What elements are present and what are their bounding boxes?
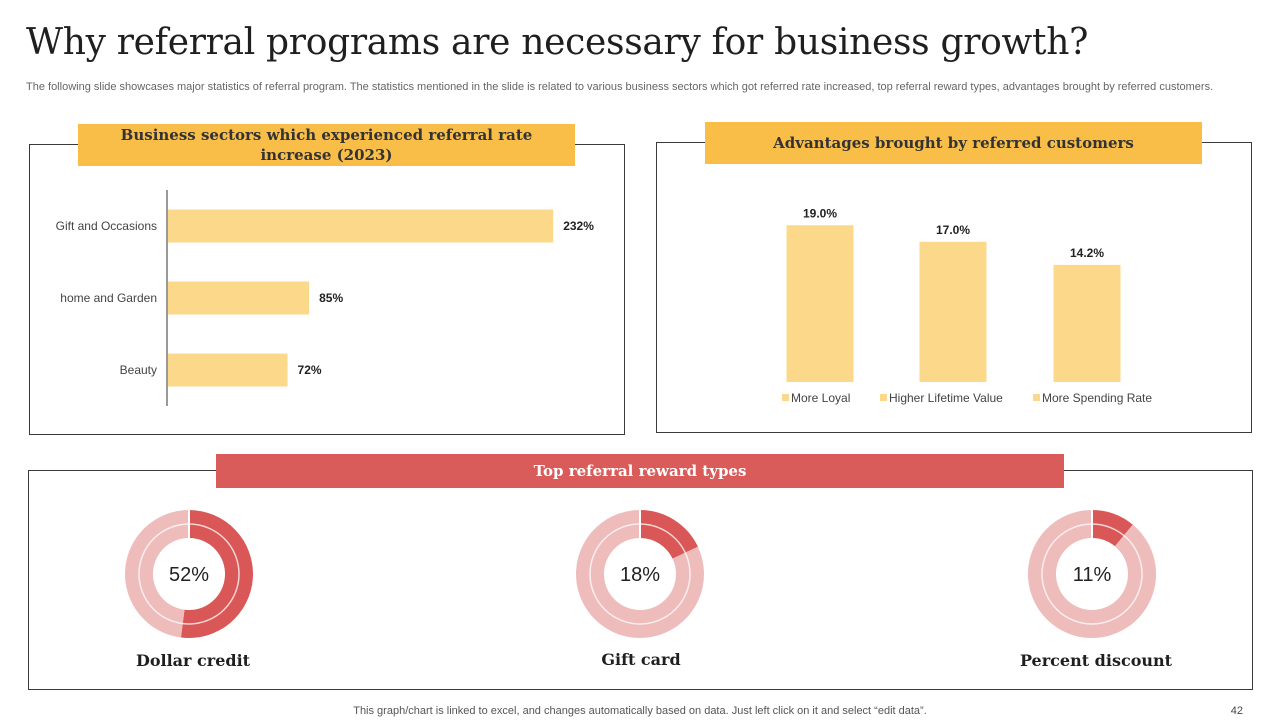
legend-swatch-higher-lifetime-value (880, 394, 887, 401)
data-label-more-spending-rate: 14.2% (1070, 246, 1104, 260)
donut-value-percent-discount: 11% (1073, 564, 1112, 586)
donut-slice-dollar-credit-value (180, 510, 253, 638)
donut-slice-percent-discount-remainder (1028, 510, 1157, 638)
page-number: 42 (1230, 705, 1243, 717)
legend-swatch-more-spending-rate (1033, 394, 1040, 401)
donut-label-percent-discount: Percent discount (1019, 651, 1173, 670)
donut-slice-gift-card-value (640, 510, 698, 559)
data-label-more-loyal: 19.0% (803, 206, 837, 220)
rewards-panel-header: Top referral reward types (216, 454, 1064, 488)
legend-swatch-more-loyal (782, 394, 789, 401)
legend-label-more-spending-rate: More Spending Rate (1042, 391, 1152, 405)
slide-title: Why referral programs are necessary for … (26, 22, 1089, 63)
donut-label-gift-card: Gift card (601, 650, 681, 669)
footer-note: This graph/chart is linked to excel, and… (353, 705, 927, 717)
bar-gift-and-occasions (168, 209, 554, 243)
slide-subtitle: The following slide showcases major stat… (26, 81, 1214, 93)
data-label-home-and-garden: 85% (319, 291, 343, 305)
y-tick-label-beauty: Beauty (120, 363, 157, 377)
data-label-beauty: 72% (298, 363, 322, 377)
sectors-panel (29, 144, 625, 435)
data-label-higher-lifetime-value: 17.0% (936, 223, 970, 237)
advantages-bar-chart[interactable]: 19.0% 17.0% 14.2% More Loyal Higher Lifetime… (656, 180, 1252, 430)
bar-more-spending-rate (1053, 264, 1121, 382)
legend-label-higher-lifetime-value: Higher Lifetime Value (889, 391, 1003, 405)
bar-home-and-garden (168, 281, 310, 315)
bar-more-loyal (786, 225, 854, 382)
bar-beauty (168, 353, 288, 387)
donut-label-dollar-credit: Dollar credit (135, 651, 251, 670)
donut-value-dollar-credit: 52% (169, 564, 209, 586)
donut-value-gift-card: 18% (620, 564, 660, 586)
donut-slice-dollar-credit-remainder (124, 510, 189, 638)
y-tick-label-home-and-garden: home and Garden (60, 291, 157, 305)
legend-label-more-loyal: More Loyal (791, 391, 850, 405)
data-label-gift-and-occasions: 232% (563, 219, 594, 233)
rewards-donut-charts[interactable]: 52% 18% 11% (28, 505, 1253, 645)
bar-higher-lifetime-value (919, 241, 987, 382)
sectors-bar-chart[interactable]: Gift and Occasions 232% home and Garden 85%… (29, 170, 625, 430)
sectors-panel-header: Business sectors which experienced refer… (78, 124, 575, 166)
y-tick-label-gift-and-occasions: Gift and Occasions (56, 219, 157, 233)
advantages-panel-header: Advantages brought by referred customers (705, 122, 1202, 164)
donut-slice-gift-card-remainder (576, 510, 705, 638)
